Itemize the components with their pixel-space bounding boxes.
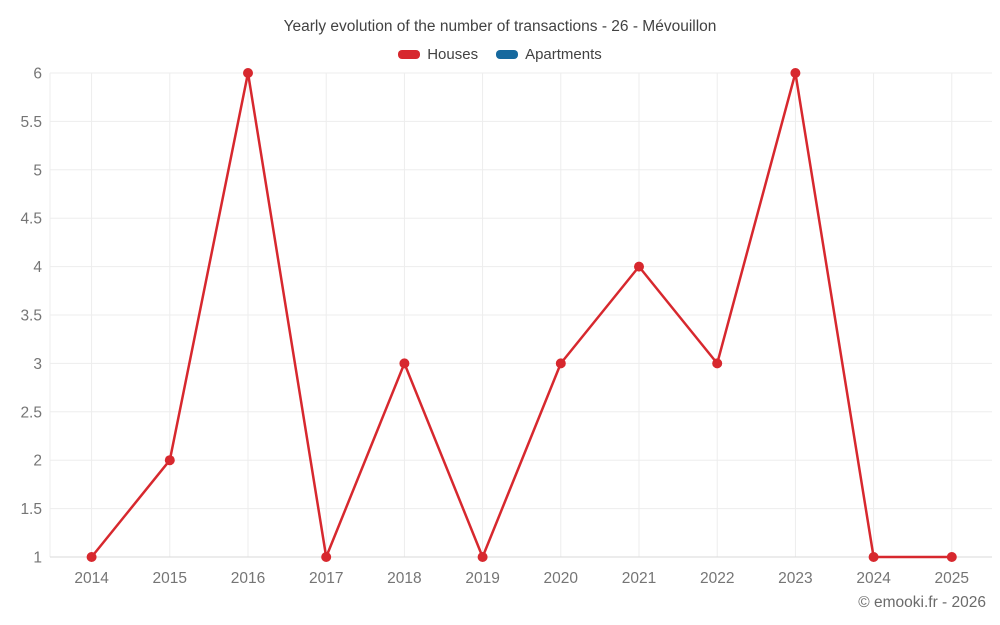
houses-data-point bbox=[790, 68, 801, 78]
apartments-swatch-icon bbox=[496, 50, 519, 59]
x-tick-label: 2019 bbox=[465, 570, 499, 587]
y-tick-label: 5 bbox=[33, 162, 42, 179]
legend-label-houses: Houses bbox=[427, 46, 479, 63]
chart-legend: Houses Apartments bbox=[0, 46, 1000, 63]
y-tick-label: 1.5 bbox=[20, 501, 42, 518]
x-tick-label: 2020 bbox=[544, 570, 579, 587]
houses-data-point bbox=[555, 358, 566, 369]
x-tick-label: 2023 bbox=[778, 570, 812, 587]
houses-data-point bbox=[868, 552, 879, 562]
x-tick-label: 2018 bbox=[387, 570, 421, 587]
houses-data-point bbox=[634, 261, 644, 272]
x-tick-label: 2014 bbox=[74, 570, 109, 587]
copyright-footer: © emooki.fr - 2026 bbox=[858, 594, 986, 611]
x-tick-label: 2021 bbox=[622, 570, 656, 587]
x-tick-label: 2022 bbox=[700, 570, 734, 587]
y-tick-label: 2 bbox=[33, 453, 42, 470]
houses-data-point bbox=[243, 68, 253, 78]
y-tick-label: 4 bbox=[33, 259, 42, 276]
houses-data-point bbox=[321, 552, 332, 562]
houses-data-point bbox=[399, 358, 410, 369]
y-tick-label: 3.5 bbox=[20, 308, 42, 325]
x-tick-label: 2025 bbox=[935, 570, 969, 587]
houses-data-point bbox=[712, 358, 723, 369]
y-tick-label: 3 bbox=[33, 356, 42, 373]
houses-data-point bbox=[164, 455, 175, 466]
houses-data-point bbox=[86, 552, 97, 562]
x-tick-label: 2015 bbox=[153, 570, 187, 587]
legend-label-apartments: Apartments bbox=[525, 46, 602, 63]
legend-item-houses[interactable]: Houses bbox=[398, 46, 478, 63]
y-tick-label: 4.5 bbox=[20, 211, 42, 228]
chart-title: Yearly evolution of the number of transa… bbox=[283, 18, 717, 35]
x-tick-label: 2024 bbox=[856, 570, 891, 587]
houses-data-point bbox=[477, 552, 488, 562]
x-tick-label: 2017 bbox=[309, 570, 343, 587]
houses-data-point bbox=[946, 552, 957, 562]
y-tick-label: 6 bbox=[33, 66, 42, 83]
y-tick-label: 2.5 bbox=[20, 404, 42, 421]
houses-swatch-icon bbox=[398, 50, 421, 59]
legend-item-apartments[interactable]: Apartments bbox=[496, 46, 602, 63]
houses-line bbox=[90, 71, 954, 559]
y-tick-label: 1 bbox=[33, 550, 42, 567]
y-tick-label: 5.5 bbox=[20, 114, 42, 131]
x-tick-label: 2016 bbox=[231, 570, 265, 587]
